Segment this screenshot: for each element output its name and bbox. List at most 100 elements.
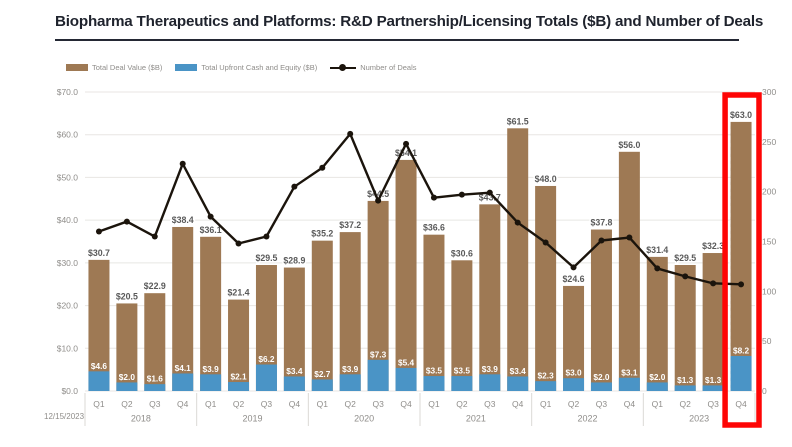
upfront-value-label: $8.2 <box>733 345 750 355</box>
x-quarter-label: Q4 <box>512 399 524 409</box>
deals-marker <box>542 239 549 246</box>
bar-total-deal-value <box>535 185 557 391</box>
bar-upfront-cash <box>479 374 501 391</box>
bar-swatch-icon <box>66 64 88 71</box>
bar-upfront-cash <box>116 382 138 391</box>
chart-title: Biopharma Therapeutics and Platforms: R&… <box>55 13 763 41</box>
deals-marker <box>263 233 270 240</box>
deals-marker <box>347 130 354 137</box>
upfront-value-label: $2.0 <box>593 372 610 382</box>
deals-marker <box>514 219 521 226</box>
total-value-label: $37.2 <box>339 220 361 230</box>
bar-upfront-cash <box>590 382 612 391</box>
x-quarter-label: Q1 <box>93 399 105 409</box>
upfront-value-label: $1.3 <box>705 375 722 385</box>
x-year-label: 2020 <box>354 414 374 424</box>
legend-label: Number of Deals <box>360 63 417 72</box>
bar-upfront-cash <box>255 364 277 391</box>
bar-total-deal-value <box>88 259 110 391</box>
bar-upfront-cash <box>563 378 585 391</box>
x-quarter-label: Q2 <box>345 399 357 409</box>
upfront-value-label: $2.0 <box>119 372 136 382</box>
total-value-label: $63.0 <box>730 110 752 120</box>
deals-marker <box>291 183 298 190</box>
bar-upfront-cash <box>702 385 724 391</box>
upfront-value-label: $2.3 <box>538 371 555 381</box>
total-value-label: $32.3 <box>702 241 724 251</box>
deals-marker <box>319 164 326 171</box>
total-value-label: $31.4 <box>646 245 668 255</box>
upfront-value-label: $3.5 <box>426 366 443 376</box>
deals-marker <box>738 281 745 288</box>
bar-total-deal-value <box>339 232 361 391</box>
legend-item-total-deal-value: Total Deal Value ($B) <box>66 63 162 72</box>
upfront-value-label: $6.2 <box>258 354 275 364</box>
x-quarter-label: Q2 <box>456 399 468 409</box>
legend-item-number-of-deals: Number of Deals <box>330 63 417 72</box>
total-value-label: $44.5 <box>367 189 389 199</box>
deals-marker <box>151 233 158 240</box>
total-value-label: $35.2 <box>311 229 333 239</box>
x-quarter-label: Q1 <box>540 399 552 409</box>
x-quarter-label: Q2 <box>121 399 133 409</box>
bar-upfront-cash <box>646 382 668 391</box>
deals-marker <box>207 213 214 220</box>
bar-upfront-cash <box>228 382 250 391</box>
y-left-tick-label: $50.0 <box>57 172 79 182</box>
bar-upfront-cash <box>674 385 696 391</box>
line-swatch-marker <box>339 64 347 71</box>
total-value-label: $20.5 <box>116 291 138 301</box>
bar-total-deal-value <box>702 253 724 391</box>
deals-marker <box>403 140 410 147</box>
deals-marker <box>570 264 577 271</box>
bar-total-deal-value <box>367 200 389 391</box>
bar-upfront-cash <box>283 376 305 391</box>
x-quarter-label: Q2 <box>680 399 692 409</box>
bar-upfront-cash <box>144 384 166 391</box>
x-quarter-label: Q2 <box>233 399 245 409</box>
total-value-label: $48.0 <box>535 174 557 184</box>
x-year-label: 2018 <box>131 414 151 424</box>
legend-item-upfront: Total Upfront Cash and Equity ($B) <box>175 63 317 72</box>
upfront-value-label: $3.5 <box>454 366 471 376</box>
y-left-tick-label: $10.0 <box>57 343 79 353</box>
bar-upfront-cash <box>451 376 473 391</box>
total-value-label: $21.4 <box>228 288 250 298</box>
bar-total-deal-value <box>479 204 501 391</box>
upfront-value-label: $7.3 <box>370 349 387 359</box>
x-year-label: 2021 <box>466 414 486 424</box>
x-quarter-label: Q4 <box>624 399 636 409</box>
y-right-tick-label: 150 <box>762 237 776 247</box>
deals-marker <box>654 265 661 272</box>
y-right-tick-label: 0 <box>762 386 767 396</box>
x-quarter-label: Q4 <box>400 399 412 409</box>
upfront-value-label: $4.1 <box>175 363 192 373</box>
y-left-tick-label: $40.0 <box>57 215 79 225</box>
bar-total-deal-value <box>395 159 417 391</box>
bar-total-deal-value <box>311 240 333 391</box>
deals-marker <box>95 228 102 235</box>
bar-total-deal-value <box>674 264 696 391</box>
y-left-tick-label: $60.0 <box>57 130 79 140</box>
date-stamp: 12/15/2023 <box>44 412 85 421</box>
deals-marker <box>375 197 382 204</box>
total-value-label: $28.9 <box>283 256 305 266</box>
y-left-tick-label: $30.0 <box>57 258 79 268</box>
bar-total-deal-value <box>144 293 166 391</box>
y-right-tick-label: 200 <box>762 187 776 197</box>
bar-upfront-cash <box>395 367 417 391</box>
upfront-value-label: $2.7 <box>314 369 331 379</box>
upfront-value-label: $4.6 <box>91 361 108 371</box>
total-value-label: $36.1 <box>200 225 222 235</box>
upfront-value-label: $5.4 <box>398 357 415 367</box>
bar-total-deal-value <box>172 226 194 391</box>
y-right-tick-label: 100 <box>762 286 776 296</box>
bar-total-deal-value <box>646 256 668 391</box>
upfront-value-label: $3.4 <box>286 366 303 376</box>
upfront-value-label: $2.0 <box>649 372 666 382</box>
x-year-label: 2023 <box>689 414 709 424</box>
upfront-value-label: $3.0 <box>565 368 582 378</box>
bar-upfront-cash <box>200 374 222 391</box>
